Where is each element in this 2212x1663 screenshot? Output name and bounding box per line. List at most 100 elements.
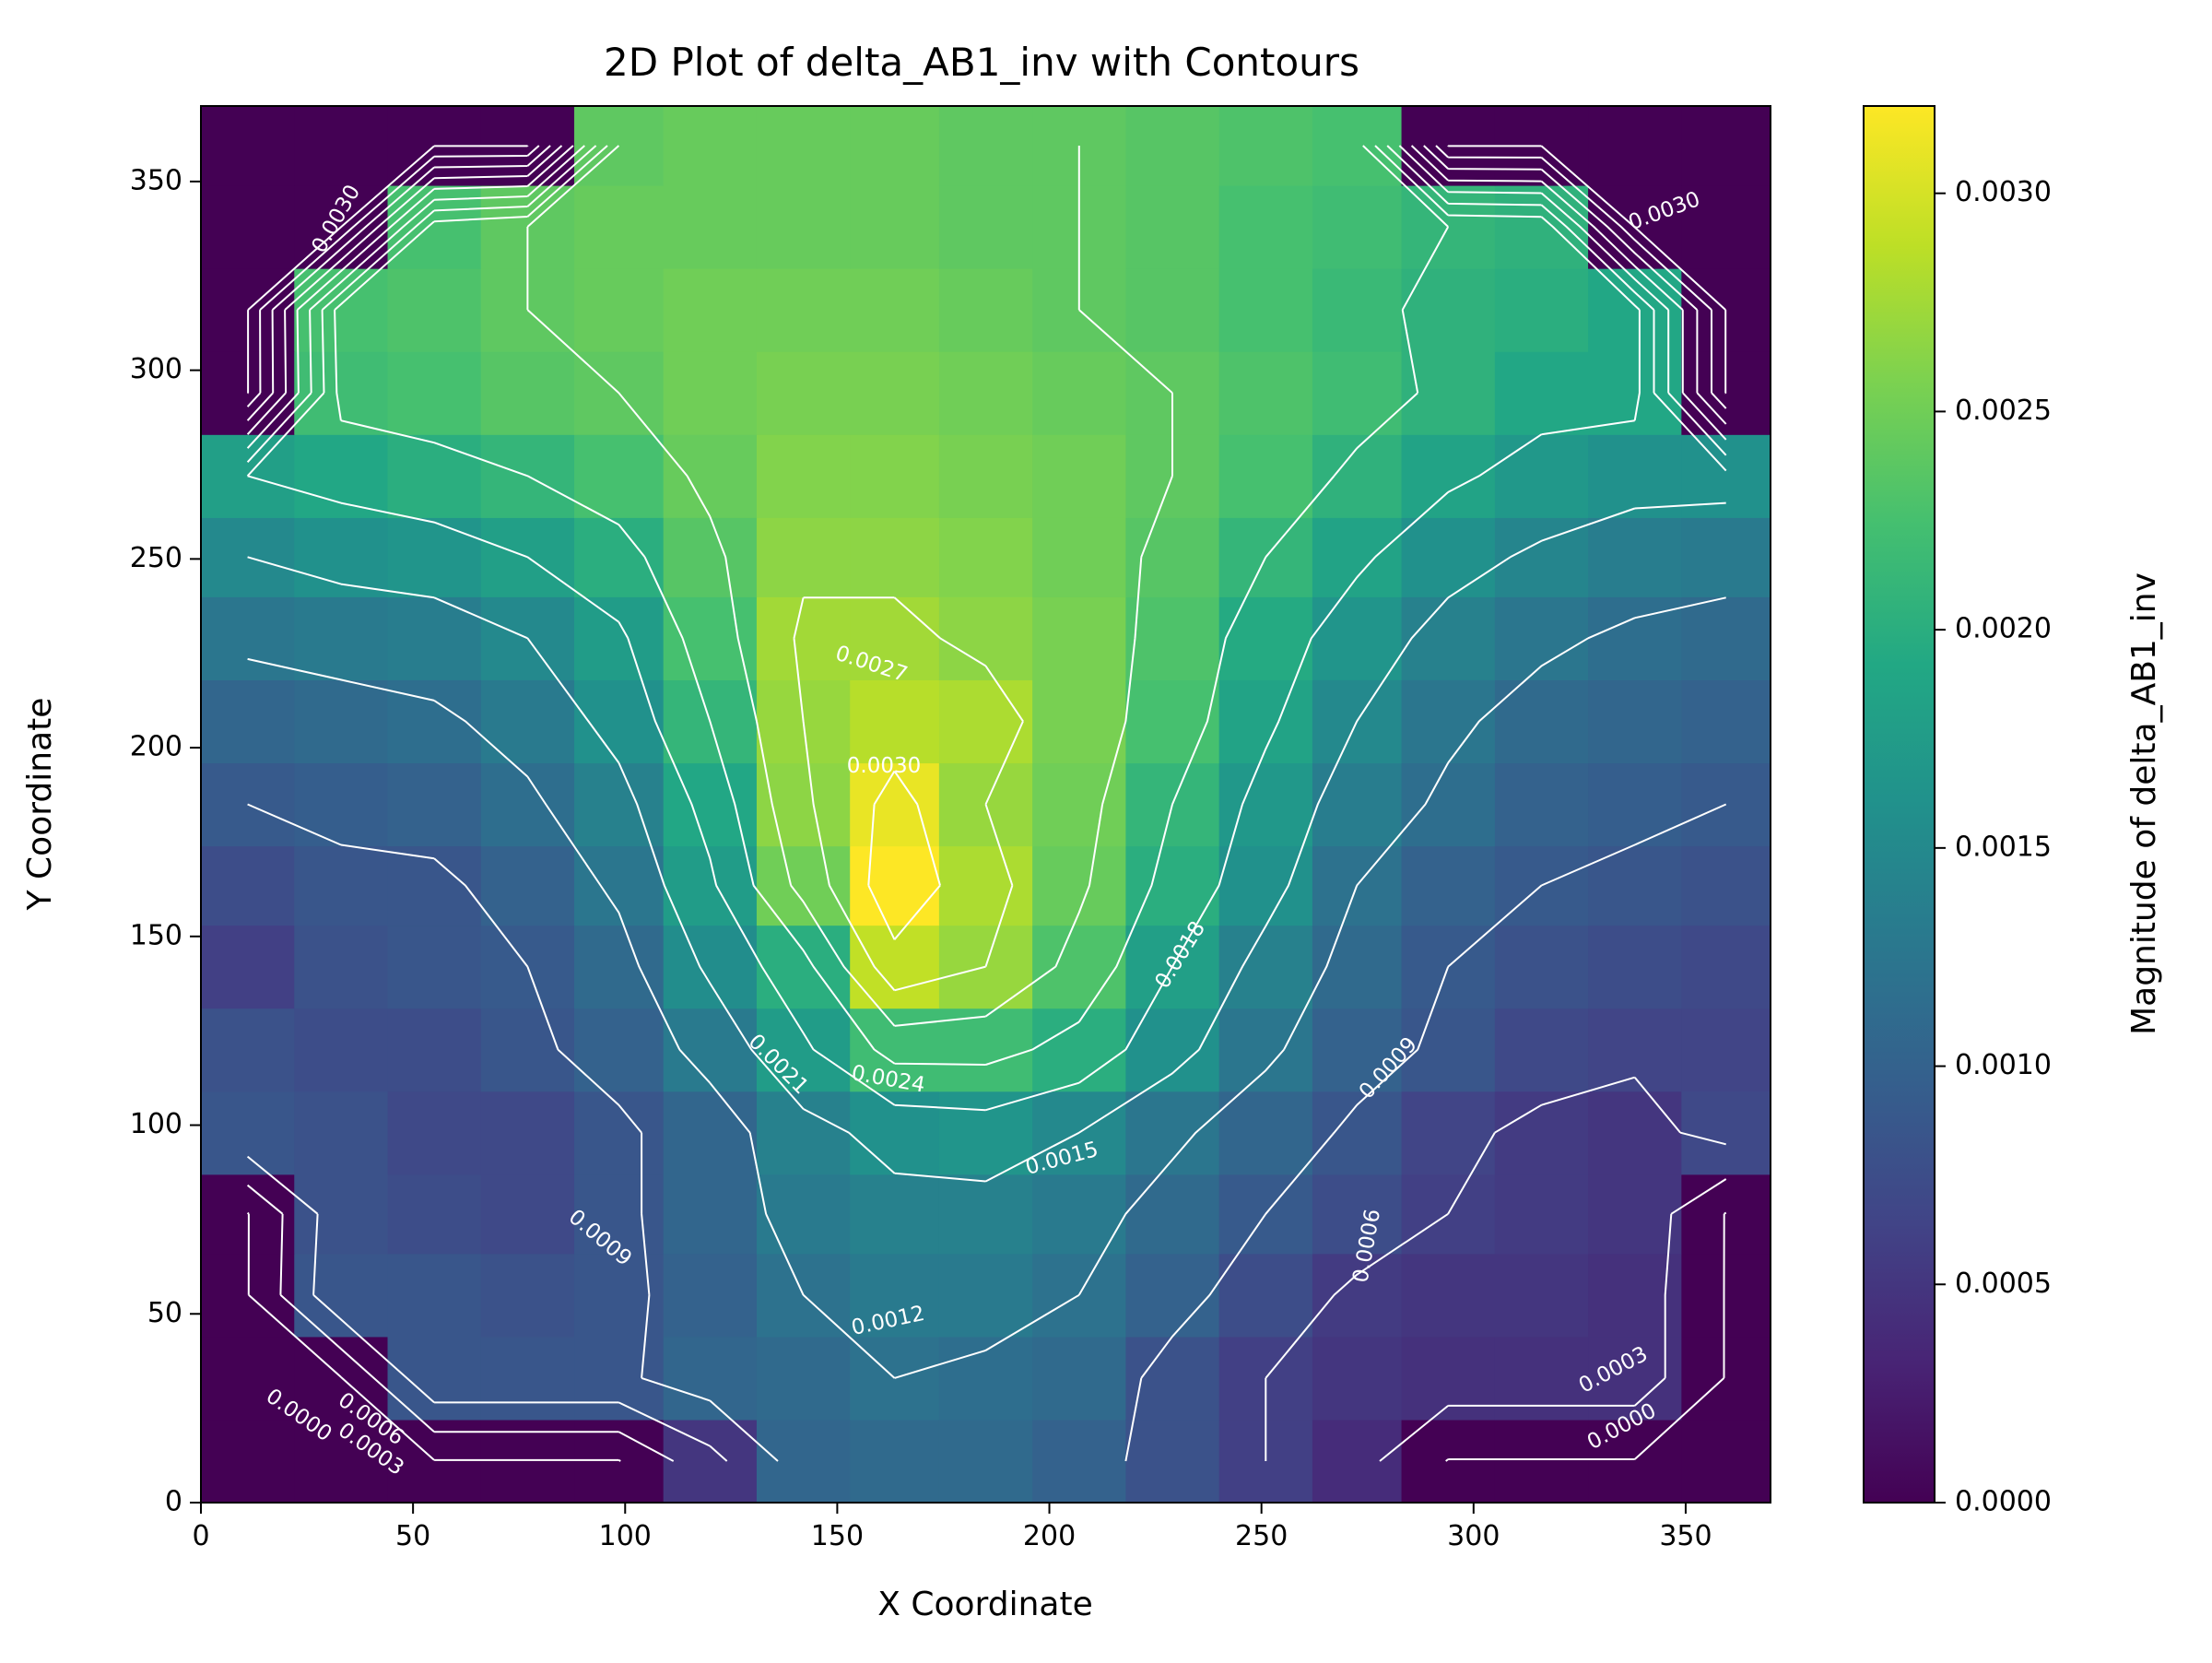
heatmap-cell [1125, 1174, 1220, 1255]
colorbar [1863, 105, 1936, 1504]
heatmap-cell [201, 1008, 295, 1092]
x-tick-label: 100 [599, 1520, 652, 1552]
heatmap-cell [1032, 1336, 1126, 1421]
heatmap-cell [1588, 596, 1682, 680]
heatmap-cell [201, 1419, 295, 1504]
heatmap-cell [574, 1091, 665, 1175]
heatmap-cell [1588, 762, 1682, 847]
heatmap-cell [387, 845, 482, 926]
heatmap-cell [938, 1091, 1033, 1175]
heatmap-cell [201, 596, 295, 680]
heatmap-cell [663, 268, 758, 352]
heatmap-cell [294, 434, 389, 518]
heatmap-cell [938, 1174, 1033, 1255]
heatmap-cell [1032, 1174, 1126, 1255]
heatmap-cell [1401, 351, 1496, 435]
heatmap-cell [1125, 1008, 1220, 1092]
heatmap-cell [1218, 184, 1313, 269]
colorbar-ticks: 0.0000 0.0005 0.0010 0.0015 0.0020 0.0025 0.00… [1935, 176, 2052, 1518]
heatmap-cell [938, 1336, 1033, 1421]
y-axis: 0 50 100 150 200 250 300 350 [130, 164, 201, 1518]
x-tick-label: 300 [1447, 1520, 1500, 1552]
colorbar-tick-label: 0.0020 [1955, 613, 2052, 645]
heatmap-cell [756, 106, 851, 186]
contour-line [246, 145, 1727, 1462]
heatmap-cell [663, 517, 758, 597]
heatmap-cell [1681, 679, 1771, 764]
contour-line [246, 145, 1727, 1183]
heatmap-cell [1681, 762, 1771, 847]
x-tick-label: 200 [1023, 1520, 1076, 1552]
heatmap-cell [756, 1174, 851, 1255]
heatmap-cell [1401, 845, 1496, 926]
heatmap-cell [938, 434, 1033, 518]
heatmap-cell [1032, 351, 1126, 435]
contour-label: 0.0030 [847, 754, 921, 778]
x-tick-label: 0 [192, 1520, 209, 1552]
y-tick-label: 300 [130, 353, 182, 385]
contour-line [246, 145, 1727, 1379]
heatmap-cell [756, 1091, 851, 1175]
heatmap-cell [1494, 596, 1589, 680]
y-tick-label: 0 [165, 1486, 182, 1518]
heatmap-cell [1125, 1336, 1220, 1421]
heatmap-cell [850, 517, 940, 597]
heatmap-cell [1681, 1253, 1771, 1338]
heatmap-cell [1588, 434, 1682, 518]
heatmap-cell [574, 184, 665, 269]
contour-line [246, 145, 1727, 1462]
heatmap-cell [294, 1008, 389, 1092]
heatmap-cell [574, 434, 665, 518]
heatmap-cell [850, 351, 940, 435]
colorbar-tick-label: 0.0015 [1955, 831, 2052, 863]
x-tick-label: 150 [811, 1520, 864, 1552]
heatmap-cell [1312, 1419, 1403, 1504]
heatmap-cell [480, 679, 575, 764]
heatmap-cell [1218, 434, 1313, 518]
heatmap-cell [574, 925, 665, 1009]
heatmap-cell [387, 596, 482, 680]
heatmap-cell [1218, 1091, 1313, 1175]
heatmap-cell [201, 845, 295, 926]
heatmap-cell [294, 351, 389, 435]
heatmap-cell [1588, 351, 1682, 435]
heatmap-cell [574, 1336, 665, 1421]
heatmap-cell [1312, 762, 1403, 847]
heatmap-cell [1032, 1419, 1126, 1504]
heatmap-cell [850, 268, 940, 352]
heatmap-cell [663, 596, 758, 680]
heatmap-cell [1401, 762, 1496, 847]
heatmap-cell [387, 351, 482, 435]
heatmap-cell [480, 1091, 575, 1175]
y-axis-label: Y Coordinate [21, 698, 59, 912]
heatmap-cell [1032, 434, 1126, 518]
heatmap-cell [938, 845, 1033, 926]
heatmap-cell [1494, 1174, 1589, 1255]
heatmap-cell [387, 1253, 482, 1338]
heatmap-cell [1125, 184, 1220, 269]
heatmap-cell [480, 1253, 575, 1338]
heatmap-cell [1401, 1419, 1496, 1504]
heatmap-cell [1681, 1336, 1771, 1421]
heatmap-cell [1588, 925, 1682, 1009]
heatmap-cell [1494, 351, 1589, 435]
heatmap-cell [1312, 596, 1403, 680]
heatmap-cell [1494, 434, 1589, 518]
heatmap-cell [480, 1174, 575, 1255]
heatmap-cell [1494, 679, 1589, 764]
heatmap-cell [850, 1174, 940, 1255]
x-tick-label: 250 [1235, 1520, 1288, 1552]
heatmap-cell [1125, 106, 1220, 186]
heatmap-cell [1401, 596, 1496, 680]
heatmap-cell [1218, 268, 1313, 352]
heatmap-cell [938, 517, 1033, 597]
heatmap-cell [1125, 1253, 1220, 1338]
heatmap-cell [850, 1091, 940, 1175]
heatmap-cell [663, 1008, 758, 1092]
heatmap-cell [201, 184, 295, 269]
heatmap-cell [1494, 184, 1589, 269]
heatmap-cell [756, 1419, 851, 1504]
heatmap-cell [387, 517, 482, 597]
heatmap-cell [938, 268, 1033, 352]
